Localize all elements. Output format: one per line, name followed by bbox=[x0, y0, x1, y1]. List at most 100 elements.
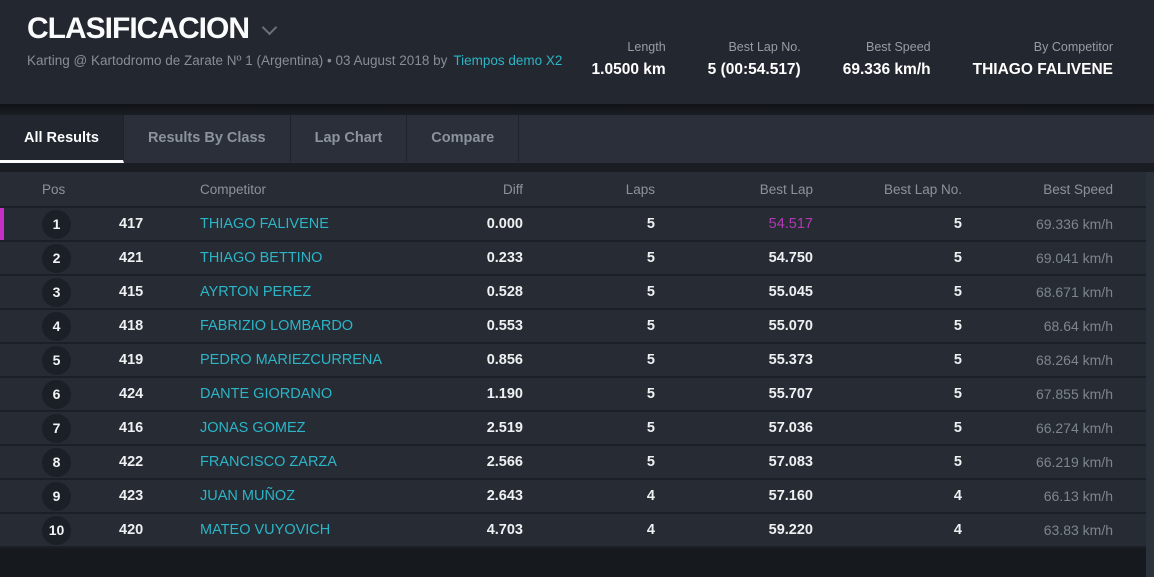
best-speed-value: 63.83 km/h bbox=[1043, 522, 1113, 538]
stat-label: Best Lap No. bbox=[728, 40, 801, 54]
best-lap-value: 57.036 bbox=[768, 420, 813, 436]
kart-number: 417 bbox=[119, 216, 144, 232]
vertical-scrollbar[interactable] bbox=[1146, 172, 1154, 577]
competitor-link[interactable]: JONAS GOMEZ bbox=[200, 420, 306, 436]
kart-number: 419 bbox=[119, 352, 144, 368]
diff-value: 2.519 bbox=[486, 420, 523, 436]
position-badge: 6 bbox=[42, 379, 71, 409]
session-title-dropdown[interactable]: CLASIFICACION bbox=[27, 12, 278, 47]
event-subtitle: Karting @ Kartodromo de Zarate Nº 1 (Arg… bbox=[27, 50, 579, 72]
stat-value: 5 (00:54.517) bbox=[707, 61, 801, 78]
table-row[interactable]: 9 423 JUAN MUÑOZ 2.643 4 57.160 4 66.13 … bbox=[0, 480, 1154, 514]
kart-number: 423 bbox=[119, 488, 144, 504]
diff-value: 0.553 bbox=[486, 318, 523, 334]
results-tabbar: All Results Results By Class Lap Chart C… bbox=[0, 115, 1154, 163]
table-row[interactable]: 3 415 AYRTON PEREZ 0.528 5 55.045 5 68.6… bbox=[0, 276, 1154, 310]
best-lap-no-value: 5 bbox=[953, 420, 962, 436]
table-row[interactable]: 7 416 JONAS GOMEZ 2.519 5 57.036 5 66.27… bbox=[0, 412, 1154, 446]
table-row[interactable]: 5 419 PEDRO MARIEZCURRENA 0.856 5 55.373… bbox=[0, 344, 1154, 378]
tab-results-by-class[interactable]: Results By Class bbox=[124, 115, 291, 163]
position-badge: 4 bbox=[42, 311, 71, 341]
event-subtitle-text: Karting @ Kartodromo de Zarate Nº 1 (Arg… bbox=[27, 52, 448, 68]
competitor-link[interactable]: THIAGO BETTINO bbox=[200, 250, 323, 266]
table-row[interactable]: 1 417 THIAGO FALIVENE 0.000 5 54.517 5 6… bbox=[0, 208, 1154, 242]
kart-number: 418 bbox=[119, 318, 144, 334]
best-lap-value: 59.220 bbox=[768, 522, 813, 538]
stat-length: Length 1.0500 km bbox=[592, 40, 666, 79]
best-lap-no-value: 5 bbox=[953, 318, 962, 334]
table-row[interactable]: 10 420 MATEO VUYOVICH 4.703 4 59.220 4 6… bbox=[0, 514, 1154, 548]
laps-value: 5 bbox=[646, 386, 655, 402]
column-header-best-speed: Best Speed bbox=[1043, 181, 1113, 197]
diff-value: 0.000 bbox=[486, 216, 523, 232]
best-lap-value: 55.707 bbox=[768, 386, 813, 402]
best-lap-no-value: 5 bbox=[953, 284, 962, 300]
stat-value: 1.0500 km bbox=[591, 61, 666, 78]
diff-value: 1.190 bbox=[486, 386, 523, 402]
competitor-link[interactable]: DANTE GIORDANO bbox=[200, 386, 333, 402]
laps-value: 4 bbox=[646, 522, 655, 538]
kart-number: 415 bbox=[119, 284, 144, 300]
competitor-link[interactable]: THIAGO FALIVENE bbox=[200, 216, 329, 232]
laps-value: 5 bbox=[646, 420, 655, 436]
column-header-pos: Pos bbox=[42, 181, 66, 197]
table-row[interactable]: 8 422 FRANCISCO ZARZA 2.566 5 57.083 5 6… bbox=[0, 446, 1154, 480]
best-lap-value: 57.160 bbox=[768, 488, 813, 504]
column-header-competitor: Competitor bbox=[200, 181, 267, 197]
tab-all-results[interactable]: All Results bbox=[0, 115, 124, 163]
best-lap-value: 54.517 bbox=[768, 216, 813, 232]
position-badge: 9 bbox=[42, 481, 71, 511]
competitor-link[interactable]: FABRIZIO LOMBARDO bbox=[200, 318, 354, 334]
column-header-diff: Diff bbox=[502, 181, 523, 197]
page-title: CLASIFICACION bbox=[27, 12, 250, 45]
best-lap-value: 55.070 bbox=[768, 318, 813, 334]
laps-value: 5 bbox=[646, 216, 655, 232]
best-lap-value: 55.373 bbox=[768, 352, 813, 368]
position-badge: 1 bbox=[42, 209, 71, 239]
chevron-down-icon[interactable] bbox=[261, 19, 278, 36]
position-badge: 10 bbox=[42, 515, 71, 545]
table-row[interactable]: 6 424 DANTE GIORDANO 1.190 5 55.707 5 67… bbox=[0, 378, 1154, 412]
competitor-link[interactable]: FRANCISCO ZARZA bbox=[200, 454, 337, 470]
diff-value: 2.566 bbox=[486, 454, 523, 470]
best-speed-value: 67.855 km/h bbox=[1035, 386, 1113, 402]
best-lap-no-value: 5 bbox=[953, 386, 962, 402]
competitor-link[interactable]: MATEO VUYOVICH bbox=[200, 522, 331, 538]
competitor-link[interactable]: JUAN MUÑOZ bbox=[200, 488, 296, 504]
column-header-laps: Laps bbox=[625, 181, 655, 197]
diff-value: 0.528 bbox=[486, 284, 523, 300]
kart-number: 420 bbox=[119, 522, 144, 538]
best-speed-value: 66.274 km/h bbox=[1035, 420, 1113, 436]
stat-best-speed: Best Speed 69.336 km/h bbox=[843, 40, 931, 79]
tabbar-divider bbox=[0, 163, 1154, 172]
competitor-link[interactable]: PEDRO MARIEZCURRENA bbox=[200, 352, 383, 368]
best-speed-value: 66.13 km/h bbox=[1043, 488, 1113, 504]
stat-label: Best Speed bbox=[865, 40, 931, 54]
best-speed-value: 68.64 km/h bbox=[1043, 318, 1113, 334]
table-row[interactable]: 2 421 THIAGO BETTINO 0.233 5 54.750 5 69… bbox=[0, 242, 1154, 276]
laps-value: 5 bbox=[646, 318, 655, 334]
best-speed-value: 68.671 km/h bbox=[1035, 284, 1113, 300]
position-badge: 5 bbox=[42, 345, 71, 375]
best-lap-value: 57.083 bbox=[768, 454, 813, 470]
diff-value: 4.703 bbox=[486, 522, 523, 538]
laps-value: 4 bbox=[646, 488, 655, 504]
best-lap-no-value: 4 bbox=[953, 522, 962, 538]
page-header: CLASIFICACION Karting @ Kartodromo de Za… bbox=[0, 0, 1154, 104]
position-badge: 7 bbox=[42, 413, 71, 443]
results-table-header: Pos Competitor Diff Laps Best Lap Best L… bbox=[0, 172, 1154, 208]
kart-number: 424 bbox=[119, 386, 144, 402]
competitor-link[interactable]: AYRTON PEREZ bbox=[200, 284, 312, 300]
best-lap-no-value: 5 bbox=[953, 250, 962, 266]
kart-number: 422 bbox=[119, 454, 144, 470]
column-header-best-lap: Best Lap bbox=[759, 181, 813, 197]
tab-lap-chart[interactable]: Lap Chart bbox=[291, 115, 408, 163]
position-badge: 8 bbox=[42, 447, 71, 477]
table-row[interactable]: 4 418 FABRIZIO LOMBARDO 0.553 5 55.070 5… bbox=[0, 310, 1154, 344]
column-header-best-lap-no: Best Lap No. bbox=[883, 181, 962, 197]
kart-number: 416 bbox=[119, 420, 144, 436]
organizer-link[interactable]: Tiempos demo X2 bbox=[453, 52, 563, 68]
tab-compare[interactable]: Compare bbox=[407, 115, 520, 163]
stat-label: Length bbox=[627, 40, 666, 54]
laps-value: 5 bbox=[646, 284, 655, 300]
